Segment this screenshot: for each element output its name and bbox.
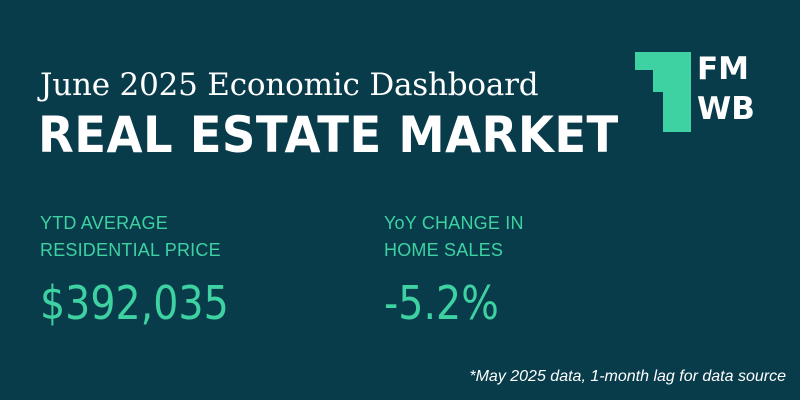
logo: FM WB xyxy=(635,52,765,132)
logo-mark-icon xyxy=(635,52,691,132)
dashboard-subtitle: June 2025 Economic Dashboard xyxy=(40,67,539,103)
stat-average-price: YTD AVERAGE RESIDENTIAL PRICE $392,035 xyxy=(40,210,340,326)
stat-label: YTD AVERAGE RESIDENTIAL PRICE xyxy=(40,210,340,264)
stat-label-line: RESIDENTIAL PRICE xyxy=(40,240,221,260)
stat-yoy-home-sales: YoY CHANGE IN HOME SALES -5.2% xyxy=(384,210,704,326)
stat-label-line: YoY CHANGE IN xyxy=(384,213,524,233)
stat-label-line: HOME SALES xyxy=(384,240,504,260)
stat-value: -5.2% xyxy=(384,276,499,330)
stat-label: YoY CHANGE IN HOME SALES xyxy=(384,210,704,264)
logo-text-bottom: WB xyxy=(697,91,755,127)
stat-label-line: YTD AVERAGE xyxy=(40,213,168,233)
footnote: *May 2025 data, 1-month lag for data sou… xyxy=(469,368,786,385)
logo-text-top: FM xyxy=(697,51,750,87)
stat-value: $392,035 xyxy=(40,276,229,330)
page-title: REAL ESTATE MARKET xyxy=(38,106,619,164)
